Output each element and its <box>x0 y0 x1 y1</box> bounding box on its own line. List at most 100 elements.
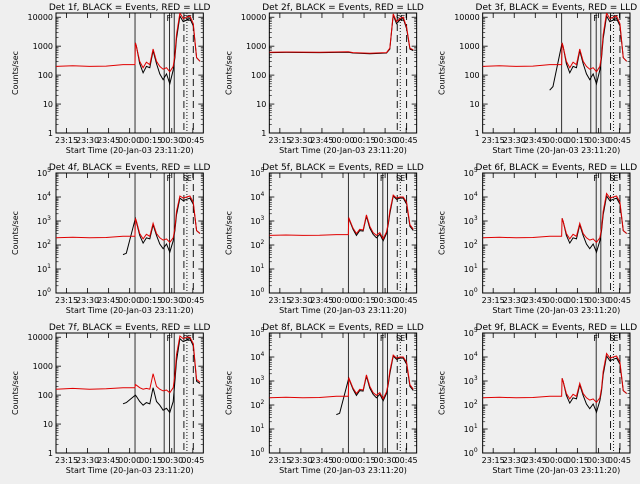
y-tick-label: 10000 <box>28 13 53 22</box>
x-tick-label: 23:45 <box>524 296 547 305</box>
events-series-line <box>336 354 414 416</box>
marker-label: F <box>593 14 598 23</box>
y-tick-base: 10 <box>464 289 474 298</box>
chart-panel: Det 5f, BLACK = Events, RED = LLD1001011… <box>224 163 424 315</box>
chart-title: Det 6f, BLACK = Events, RED = LLD <box>476 163 638 173</box>
x-axis-label: Start Time (20-Jan-03 23:11:20) <box>66 306 194 315</box>
y-tick-label: 100 <box>464 71 479 80</box>
y-tick-exponent: 4 <box>261 351 265 358</box>
y-tick-exponent: 4 <box>474 351 478 358</box>
events-series-line <box>134 14 201 86</box>
marker-label: F <box>593 174 598 183</box>
events-series-line <box>561 194 627 254</box>
y-tick-label: 1000 <box>33 362 53 371</box>
x-tick-label: 00:00 <box>118 456 141 465</box>
chart-panel: Det 6f, BLACK = Events, RED = LLD1001011… <box>438 163 638 315</box>
events-series-line <box>561 354 627 414</box>
lld-series-line <box>482 13 628 73</box>
y-tick-label: 104 <box>464 351 478 362</box>
y-tick-base: 10 <box>250 353 260 362</box>
x-tick-label: 00:15 <box>566 136 589 145</box>
y-tick-label: 10000 <box>241 13 266 22</box>
x-tick-label: 23:15 <box>482 296 505 305</box>
y-tick-base: 10 <box>250 169 260 178</box>
y-tick-label: 102 <box>250 399 264 410</box>
marker-label: S <box>396 14 401 23</box>
y-tick-exponent: 5 <box>261 167 265 174</box>
x-tick-label: 23:45 <box>97 136 120 145</box>
y-tick-label: 101 <box>250 423 264 434</box>
y-tick-exponent: 2 <box>261 399 265 406</box>
y-tick-exponent: 4 <box>474 191 478 198</box>
y-tick-base: 10 <box>250 241 260 250</box>
y-tick-label: 100 <box>37 287 51 298</box>
y-tick-label: 104 <box>250 351 264 362</box>
x-axis-label: Start Time (20-Jan-03 23:11:20) <box>66 146 194 155</box>
chart-title: Det 5f, BLACK = Events, RED = LLD <box>262 163 424 173</box>
y-tick-label: 1 <box>261 129 266 138</box>
y-tick-base: 10 <box>464 329 474 338</box>
plot-frame <box>482 12 631 134</box>
y-tick-base: 10 <box>464 193 474 202</box>
x-tick-label: 23:45 <box>310 136 333 145</box>
y-tick-base: 10 <box>464 353 474 362</box>
y-tick-label: 105 <box>464 327 478 338</box>
y-tick-label: 101 <box>464 423 478 434</box>
marker-label: S <box>609 14 614 23</box>
x-tick-label: 00:45 <box>395 456 418 465</box>
x-tick-label: 00:45 <box>181 296 204 305</box>
marker-label: E <box>613 174 618 183</box>
y-axis-label: Counts/sec <box>438 211 447 255</box>
y-tick-label: 100 <box>251 71 266 80</box>
y-tick-base: 10 <box>250 401 260 410</box>
x-tick-label: 00:00 <box>118 296 141 305</box>
y-tick-label: 1000 <box>33 42 53 51</box>
plot-frame <box>268 12 418 134</box>
x-tick-label: 23:15 <box>482 136 505 145</box>
x-tick-label: 00:00 <box>545 456 568 465</box>
x-tick-label: 23:45 <box>310 296 333 305</box>
x-tick-label: 00:30 <box>160 136 183 145</box>
x-tick-label: 00:30 <box>374 296 397 305</box>
marker-label: E <box>613 334 618 343</box>
y-tick-base: 10 <box>37 241 47 250</box>
plot-frame <box>268 332 418 454</box>
x-tick-label: 00:15 <box>139 136 162 145</box>
y-tick-exponent: 5 <box>474 327 478 334</box>
x-tick-label: 23:30 <box>289 136 312 145</box>
y-tick-label: 10 <box>256 100 266 109</box>
x-axis-label: Start Time (20-Jan-03 23:11:20) <box>492 466 620 475</box>
y-axis-label: Counts/sec <box>438 371 447 415</box>
x-axis-label: Start Time (20-Jan-03 23:11:20) <box>492 146 620 155</box>
chart-title: Det 4f, BLACK = Events, RED = LLD <box>49 163 211 173</box>
lld-series-line <box>269 194 414 241</box>
x-tick-label: 23:30 <box>503 456 526 465</box>
marker-label: E <box>400 174 405 183</box>
y-tick-exponent: 0 <box>261 447 265 454</box>
x-tick-label: 00:45 <box>181 136 204 145</box>
y-tick-base: 10 <box>464 169 474 178</box>
x-tick-label: 00:30 <box>587 136 610 145</box>
chart-title: Det 9f, BLACK = Events, RED = LLD <box>476 323 638 333</box>
y-axis-label: Counts/sec <box>11 211 20 255</box>
y-tick-label: 10 <box>469 100 479 109</box>
y-tick-exponent: 0 <box>474 447 478 454</box>
x-tick-label: 00:00 <box>545 296 568 305</box>
chart-title: Det 7f, BLACK = Events, RED = LLD <box>49 323 211 333</box>
x-tick-label: 23:15 <box>268 296 291 305</box>
marker-label: E <box>187 174 192 183</box>
y-tick-base: 10 <box>37 217 47 226</box>
x-tick-label: 00:15 <box>353 296 376 305</box>
y-tick-label: 100 <box>250 287 264 298</box>
lld-series-line <box>482 352 627 404</box>
plot-frame <box>55 12 204 134</box>
chart-panel: Det 9f, BLACK = Events, RED = LLD1001011… <box>438 323 638 475</box>
y-tick-exponent: 1 <box>474 423 478 430</box>
x-tick-label: 00:45 <box>395 296 418 305</box>
x-tick-label: 00:45 <box>181 456 204 465</box>
chart-title: Det 8f, BLACK = Events, RED = LLD <box>262 323 424 333</box>
y-tick-exponent: 3 <box>261 375 265 382</box>
x-tick-label: 00:00 <box>545 136 568 145</box>
